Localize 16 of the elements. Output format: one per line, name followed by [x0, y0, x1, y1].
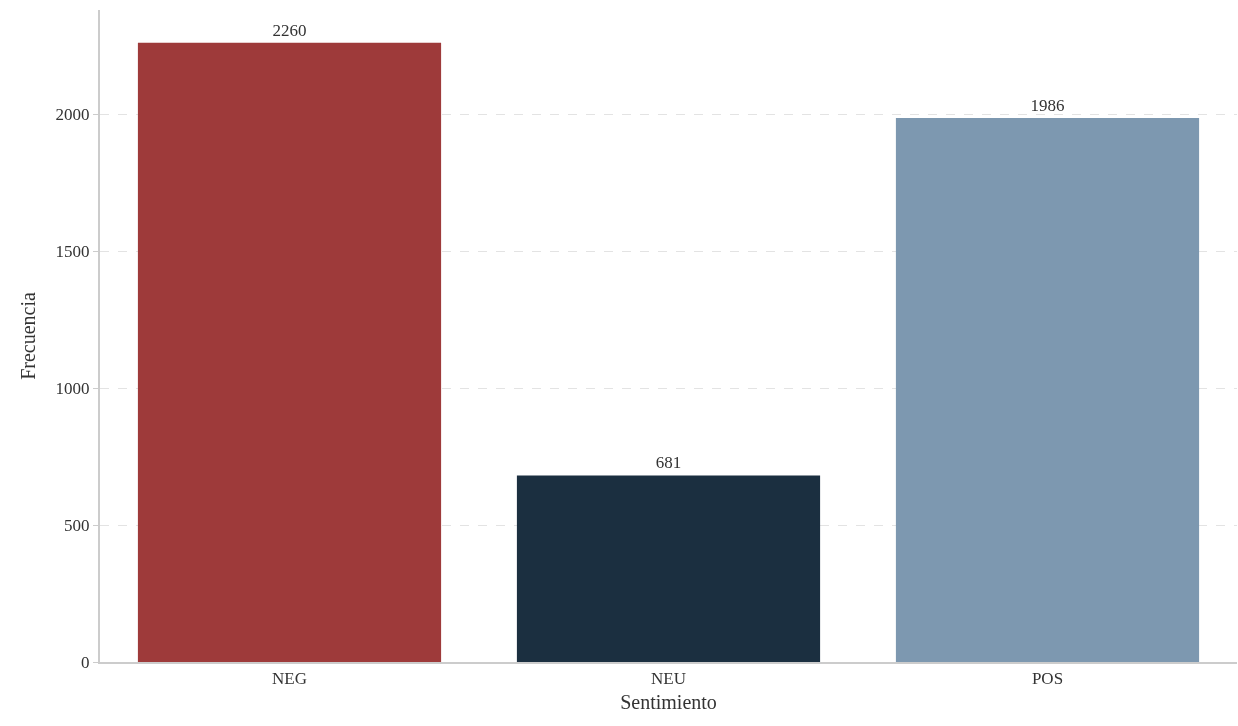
y-axis-title: Frecuencia — [16, 292, 39, 380]
bar — [137, 42, 442, 662]
data-label: 681 — [655, 453, 682, 473]
y-tick-label: 1500 — [55, 242, 90, 262]
y-tick-label: 500 — [64, 515, 90, 535]
x-tick-label: NEG — [272, 669, 307, 689]
data-label: 1986 — [1030, 95, 1065, 115]
x-tick-label: POS — [1031, 669, 1064, 689]
bar — [516, 475, 821, 662]
x-tick-label: NEU — [651, 669, 686, 689]
y-tick-label: 0 — [81, 652, 90, 672]
data-label: 2260 — [272, 20, 307, 40]
y-tick-label: 2000 — [55, 105, 90, 125]
bar — [895, 117, 1200, 662]
y-tick-label: 1000 — [55, 379, 90, 398]
x-axis-title: Sentimiento — [620, 691, 717, 714]
